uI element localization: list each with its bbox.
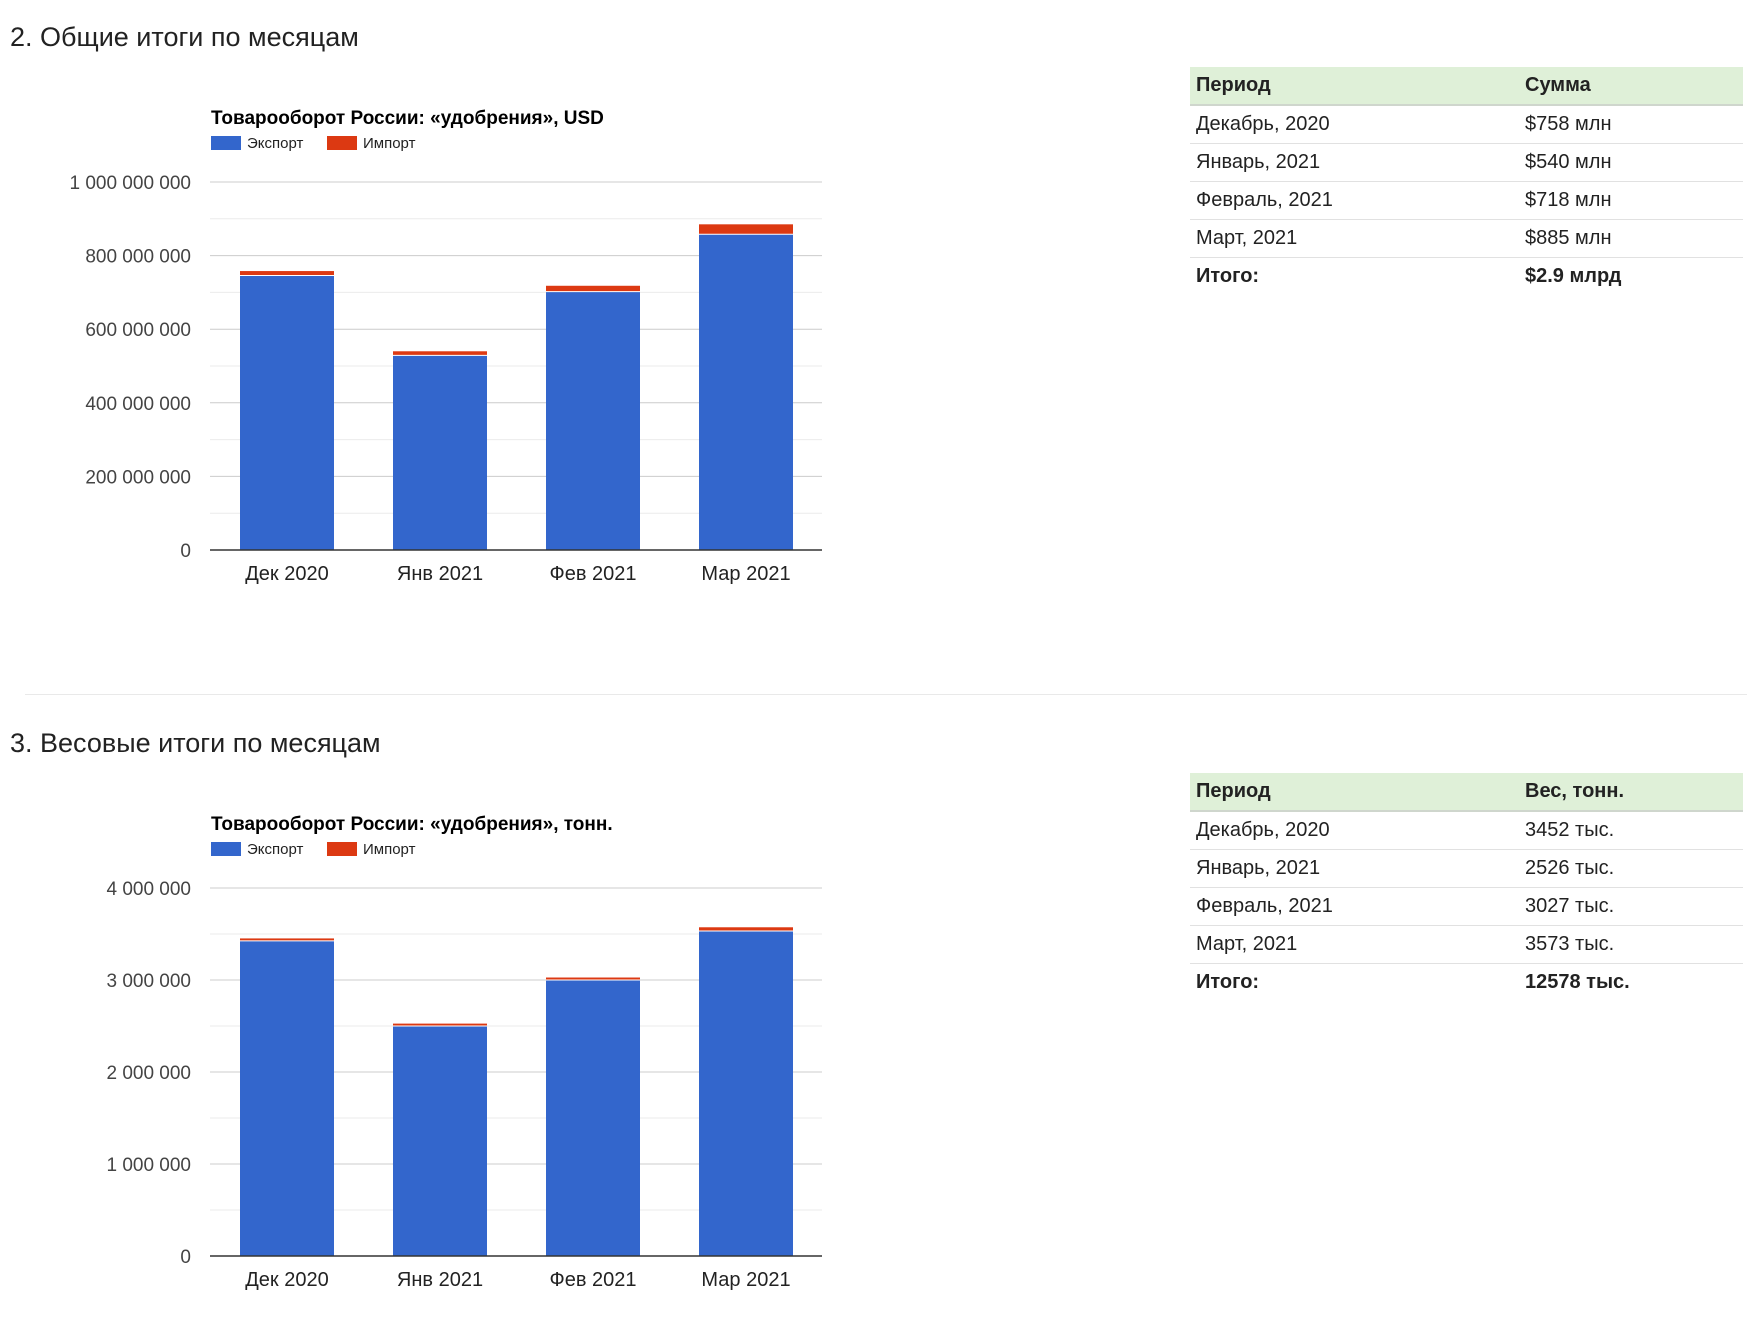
y-tick-label: 1 000 000 000 bbox=[69, 173, 191, 194]
legend-swatch bbox=[327, 136, 357, 150]
row-value: $885 млн bbox=[1519, 219, 1743, 258]
bar-import bbox=[546, 285, 640, 292]
bar-export bbox=[393, 1026, 487, 1256]
y-tick-label: 200 000 000 bbox=[85, 467, 191, 488]
bar-export bbox=[240, 940, 334, 1256]
x-tick-label: Дек 2020 bbox=[245, 1269, 328, 1291]
table-header-row: Период Вес, тонн. bbox=[1190, 773, 1743, 812]
total-label: Итого: bbox=[1196, 971, 1260, 993]
legend-label: Экспорт bbox=[247, 135, 303, 152]
row-period: Февраль, 2021 bbox=[1190, 181, 1519, 220]
legend-label: Импорт bbox=[363, 135, 416, 152]
section-heading: 3. Весовые итоги по месяцам bbox=[10, 728, 381, 758]
row-period: Декабрь, 2020 bbox=[1190, 105, 1519, 144]
y-tick-label: 1 000 000 bbox=[106, 1155, 191, 1176]
chart-usd: Товарооборот России: «удобрения», USD Экс… bbox=[69, 108, 822, 585]
chart-title: Товарооборот России: «удобрения», тонн. bbox=[211, 814, 613, 835]
table-row: Март, 2021 $885 млн bbox=[1190, 219, 1743, 258]
chart-tonnes: Товарооборот России: «удобрения», тонн. Э… bbox=[106, 814, 822, 1291]
totals-table-tonnes: Период Вес, тонн. Декабрь, 2020 3452 тыс… bbox=[1190, 773, 1743, 1001]
total-label: Итого: bbox=[1196, 265, 1260, 287]
bar-import bbox=[699, 927, 793, 931]
bar-export bbox=[546, 980, 640, 1256]
y-tick-label: 800 000 000 bbox=[85, 247, 191, 268]
x-tick-label: Янв 2021 bbox=[397, 1269, 483, 1291]
section-monetary-totals: 2. Общие итоги по месяцам Товарооборот Р… bbox=[10, 22, 1743, 585]
row-value: 3452 тыс. bbox=[1519, 811, 1743, 850]
x-tick-label: Мар 2021 bbox=[701, 1269, 790, 1291]
bar-import bbox=[699, 224, 793, 235]
bar-import bbox=[240, 938, 334, 941]
row-value: $540 млн bbox=[1519, 143, 1743, 182]
table-row: Январь, 2021 $540 млн bbox=[1190, 143, 1743, 182]
table-total-row: Итого: 12578 тыс. bbox=[1190, 964, 1743, 1002]
bar-export bbox=[699, 234, 793, 551]
legend-swatch bbox=[327, 842, 357, 856]
row-value: 3573 тыс. bbox=[1519, 925, 1743, 964]
table-row: Декабрь, 2020 $758 млн bbox=[1190, 105, 1743, 144]
row-period: Февраль, 2021 bbox=[1190, 887, 1519, 926]
x-tick-label: Дек 2020 bbox=[245, 563, 328, 585]
section-divider bbox=[25, 694, 1747, 695]
table-row: Декабрь, 2020 3452 тыс. bbox=[1190, 811, 1743, 850]
header-period: Период bbox=[1190, 773, 1519, 812]
table-total-row: Итого: $2.9 млрд bbox=[1190, 258, 1743, 296]
chart-title: Товарооборот России: «удобрения», USD bbox=[211, 108, 604, 129]
bar-import bbox=[546, 977, 640, 980]
row-period: Январь, 2021 bbox=[1190, 849, 1519, 888]
table-row: Февраль, 2021 3027 тыс. bbox=[1190, 887, 1743, 926]
y-tick-label: 0 bbox=[180, 541, 191, 562]
table-header-row: Период Сумма bbox=[1190, 67, 1743, 106]
bar-export bbox=[393, 355, 487, 550]
y-tick-label: 2 000 000 bbox=[106, 1063, 191, 1084]
legend-swatch bbox=[211, 136, 241, 150]
x-tick-label: Фев 2021 bbox=[549, 563, 636, 585]
bar-export bbox=[699, 930, 793, 1256]
legend-label: Импорт bbox=[363, 841, 416, 858]
bar-import bbox=[393, 351, 487, 356]
row-period: Март, 2021 bbox=[1190, 219, 1519, 258]
y-tick-label: 600 000 000 bbox=[85, 320, 191, 341]
row-period: Март, 2021 bbox=[1190, 925, 1519, 964]
y-tick-label: 0 bbox=[180, 1247, 191, 1268]
legend-label: Экспорт bbox=[247, 841, 303, 858]
row-value: 2526 тыс. bbox=[1519, 849, 1743, 888]
total-value: 12578 тыс. bbox=[1525, 971, 1630, 993]
section-heading: 2. Общие итоги по месяцам bbox=[10, 22, 359, 52]
bar-export bbox=[240, 275, 334, 550]
section-weight-totals: 3. Весовые итоги по месяцам Товарооборот… bbox=[0, 706, 1752, 1342]
header-value: Сумма bbox=[1519, 67, 1743, 106]
bar-import bbox=[393, 1023, 487, 1026]
header-period: Период bbox=[1190, 67, 1519, 106]
x-tick-label: Фев 2021 bbox=[549, 1269, 636, 1291]
y-tick-label: 3 000 000 bbox=[106, 971, 191, 992]
x-tick-label: Мар 2021 bbox=[701, 563, 790, 585]
legend-swatch bbox=[211, 842, 241, 856]
row-period: Январь, 2021 bbox=[1190, 143, 1519, 182]
bar-export bbox=[546, 291, 640, 550]
totals-table-usd: Период Сумма Декабрь, 2020 $758 млн Янва… bbox=[1190, 67, 1743, 295]
y-tick-label: 400 000 000 bbox=[85, 394, 191, 415]
y-tick-label: 4 000 000 bbox=[106, 879, 191, 900]
table-row: Январь, 2021 2526 тыс. bbox=[1190, 849, 1743, 888]
total-value: $2.9 млрд bbox=[1525, 265, 1622, 287]
table-row: Февраль, 2021 $718 млн bbox=[1190, 181, 1743, 220]
table-row: Март, 2021 3573 тыс. bbox=[1190, 925, 1743, 964]
header-value: Вес, тонн. bbox=[1519, 773, 1743, 812]
row-period: Декабрь, 2020 bbox=[1190, 811, 1519, 850]
x-tick-label: Янв 2021 bbox=[397, 563, 483, 585]
bar-import bbox=[240, 271, 334, 276]
row-value: $718 млн bbox=[1519, 181, 1743, 220]
row-value: 3027 тыс. bbox=[1519, 887, 1743, 926]
row-value: $758 млн bbox=[1519, 105, 1743, 144]
